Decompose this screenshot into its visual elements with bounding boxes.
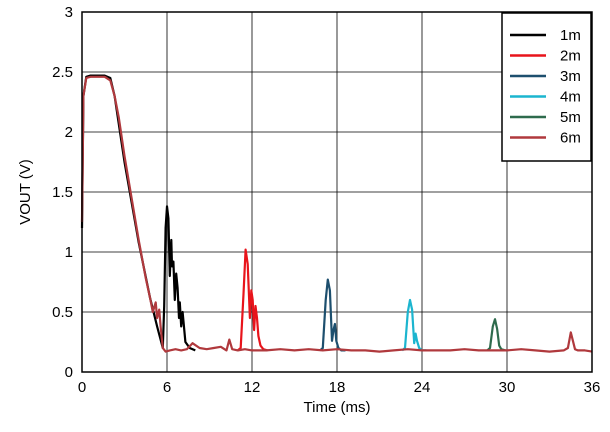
series-line-4m bbox=[401, 298, 427, 352]
tick-labels: 0 6 12 18 24 30 36 0 0.5 1 1.5 2 2.5 3 bbox=[52, 4, 600, 396]
y-tick-label: 2.5 bbox=[52, 64, 73, 81]
series-line-6m bbox=[80, 75, 593, 353]
x-tick-label: 24 bbox=[414, 379, 431, 396]
legend-label-3m: 3m bbox=[560, 68, 581, 85]
y-tick-label: 0 bbox=[65, 364, 73, 381]
y-tick-label: 1.5 bbox=[52, 184, 73, 201]
legend-label-6m: 6m bbox=[560, 130, 581, 147]
x-tick-label: 18 bbox=[329, 379, 346, 396]
series-line-5m bbox=[486, 318, 506, 352]
y-axis-label: VOUT (V) bbox=[17, 159, 34, 225]
x-tick-label: 0 bbox=[78, 379, 86, 396]
x-axis-label: Time (ms) bbox=[304, 399, 371, 416]
legend-label-4m: 4m bbox=[560, 89, 581, 106]
x-tick-label: 6 bbox=[163, 379, 171, 396]
x-tick-label: 30 bbox=[499, 379, 516, 396]
series-group bbox=[80, 74, 593, 353]
series-line-2m bbox=[237, 248, 268, 352]
y-tick-label: 1 bbox=[65, 244, 73, 261]
legend-label-5m: 5m bbox=[560, 109, 581, 126]
legend: 1m 2m 3m 4m 5m 6m bbox=[501, 12, 592, 162]
x-tick-label: 12 bbox=[244, 379, 261, 396]
y-tick-label: 3 bbox=[65, 4, 73, 21]
x-tick-label: 36 bbox=[584, 379, 601, 396]
y-tick-label: 0.5 bbox=[52, 304, 73, 321]
series-line-1m bbox=[80, 74, 196, 352]
legend-label-1m: 1m bbox=[560, 27, 581, 44]
plot-frame bbox=[81, 11, 593, 373]
legend-label-2m: 2m bbox=[560, 48, 581, 65]
y-tick-label: 2 bbox=[65, 124, 73, 141]
